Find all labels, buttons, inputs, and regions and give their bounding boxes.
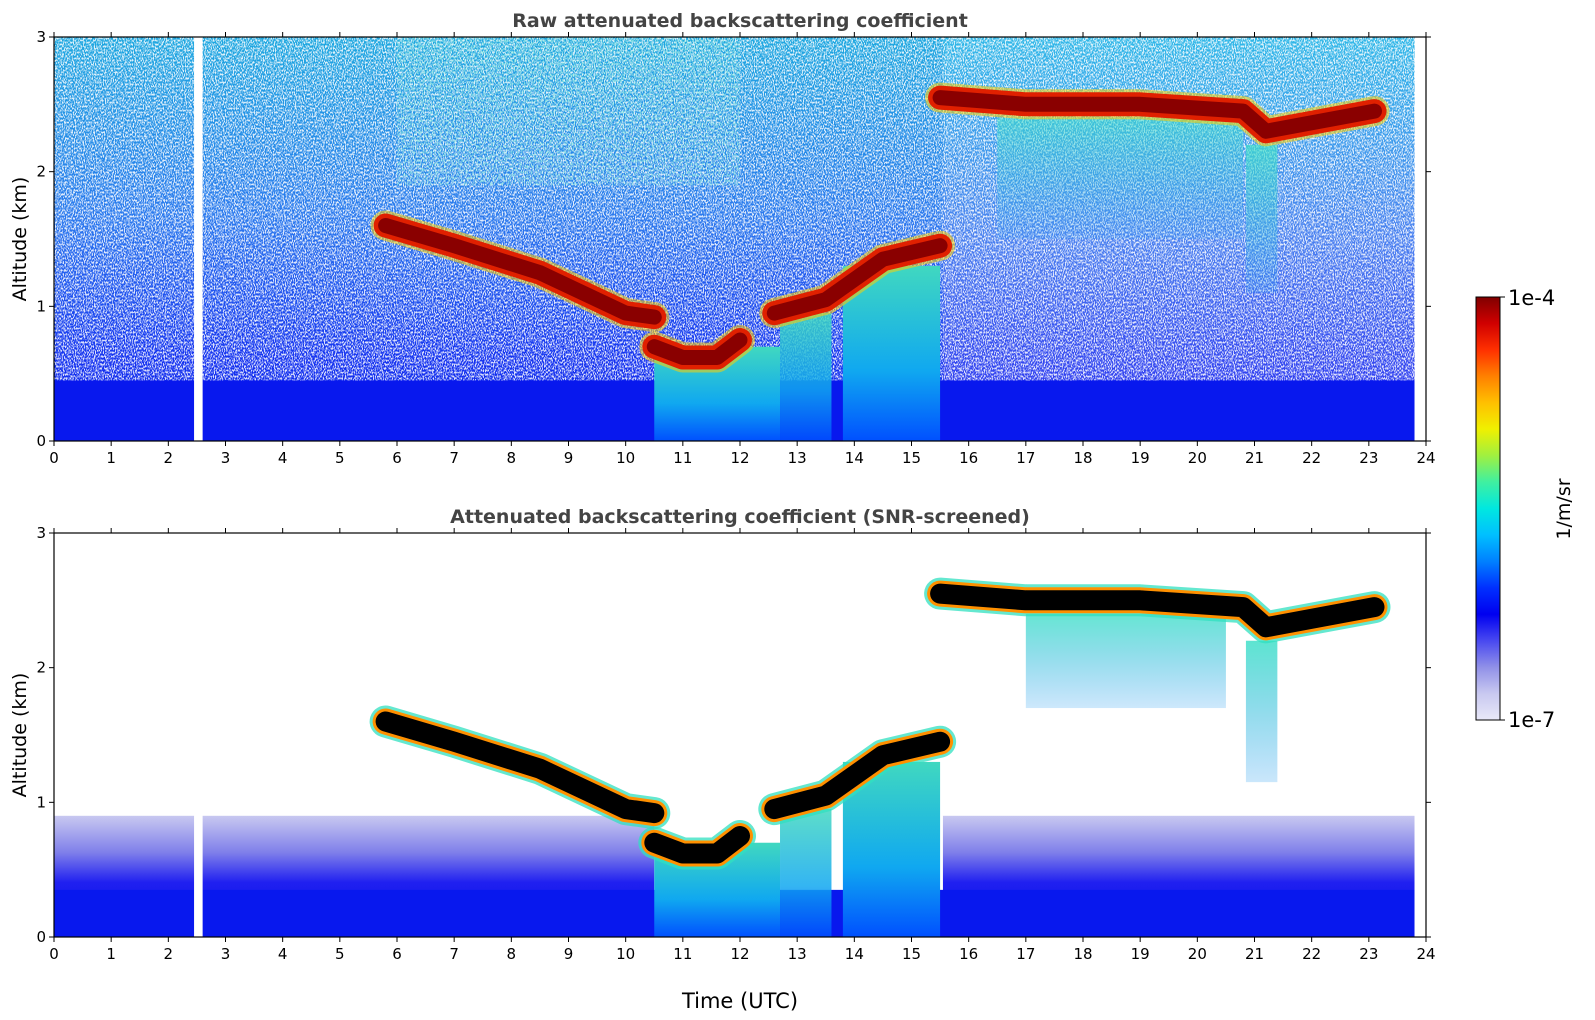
x-tick-label: 13 [788,449,807,467]
x-tick-label: 8 [507,449,517,467]
x-tick-label: 12 [730,945,749,963]
x-tick-label: 18 [1073,449,1092,467]
x-tick-label: 19 [1131,449,1150,467]
y-tick-label: 1 [36,793,46,811]
x-tick-label: 3 [221,945,231,963]
screened-cloud-layers [369,577,1391,870]
x-tick-label: 18 [1073,945,1092,963]
x-tick-label: 12 [730,449,749,467]
raw-precip-b [780,313,832,441]
raw-virga-b [1245,144,1278,293]
screened-panel: Attenuated backscattering coefficient (S… [9,506,1436,1013]
x-tick-label: 19 [1131,945,1150,963]
x-tick-label: 22 [1302,945,1321,963]
raw-low-layer-core [646,332,748,365]
raw-panel: Raw attenuated backscattering coefficien… [9,10,1436,467]
x-tick-label: 0 [49,449,59,467]
raw-noise-aerosol [397,37,740,186]
x-tick-label: 21 [1245,449,1264,467]
x-axis-label: Time (UTC) [681,989,798,1013]
x-tick-label: 11 [673,945,692,963]
screened-ylabel: Altitude (km) [9,673,31,798]
x-tick-label: 1 [106,945,116,963]
x-tick-label: 8 [507,945,517,963]
y-tick-label: 2 [36,659,46,677]
y-tick-label: 0 [36,928,46,946]
x-tick-label: 15 [902,945,921,963]
raw-y-axis: 0 1 2 3 [36,28,1431,450]
x-tick-label: 10 [616,945,635,963]
screened-panel-title: Attenuated backscattering coefficient (S… [450,506,1030,528]
screened-descending-layer-core [375,711,665,824]
y-tick-label: 2 [36,163,46,181]
x-tick-label: 22 [1302,449,1321,467]
x-tick-label: 23 [1359,449,1378,467]
raw-precip-c [842,265,941,441]
x-tick-label: 6 [392,945,402,963]
raw-descending-layer-core [378,218,662,325]
x-tick-label: 4 [278,449,288,467]
raw-cloud-layers [370,82,1390,373]
x-tick-label: 24 [1416,449,1435,467]
raw-rising-layer-core [766,238,948,321]
colorbar-min-label: 1e-7 [1508,708,1555,732]
colorbar-unit-label: 1/m/sr [1553,478,1575,539]
screened-data-end [1414,533,1426,937]
x-tick-label: 7 [449,449,459,467]
x-tick-label: 10 [616,449,635,467]
screened-virga-b [1245,640,1278,783]
y-tick-label: 3 [36,524,46,542]
x-tick-label: 16 [959,945,978,963]
x-tick-label: 13 [788,945,807,963]
x-tick-label: 1 [106,449,116,467]
x-tick-label: 24 [1416,945,1435,963]
x-tick-label: 9 [564,945,574,963]
y-tick-label: 3 [36,28,46,46]
screened-precip-b [780,809,832,937]
x-tick-label: 6 [392,449,402,467]
x-tick-label: 9 [564,449,574,467]
colorbar-scale [1475,296,1501,721]
x-tick-label: 17 [1016,945,1035,963]
y-tick-label: 1 [36,297,46,315]
raw-x-axis: 0 1 2 3 4 5 6 7 8 9 10 11 12 13 14 15 16 17 18 19 20 21 22 23 24 [49,32,1436,467]
x-tick-label: 2 [164,945,174,963]
raw-panel-title: Raw attenuated backscattering coefficien… [512,10,968,32]
screened-rising-layer-core [764,731,951,820]
screened-y-axis: 0 1 2 3 [36,524,1431,946]
raw-upper-layer-core [932,90,1382,139]
raw-data-end [1414,37,1426,441]
x-tick-label: 11 [673,449,692,467]
x-tick-label: 23 [1359,945,1378,963]
x-tick-label: 3 [221,449,231,467]
x-tick-label: 16 [959,449,978,467]
colorbar-max-label: 1e-4 [1508,286,1555,310]
screened-upper-layer-core [930,583,1385,638]
x-tick-label: 5 [335,449,345,467]
screened-low-layer-core [644,826,750,864]
raw-ylabel: Altitude (km) [9,177,31,302]
x-tick-label: 7 [449,945,459,963]
screened-data-gap [194,533,203,937]
x-tick-label: 15 [902,449,921,467]
screened-x-axis: 0 1 2 3 4 5 6 7 8 9 10 11 12 13 14 15 16 17 18 19 20 21 22 23 24 [49,528,1436,963]
x-tick-label: 14 [845,449,864,467]
screened-heatmap [54,533,1426,937]
x-tick-label: 20 [1188,449,1207,467]
colorbar: 1e-4 1e-7 1/m/sr [1475,286,1575,732]
x-tick-label: 2 [164,449,174,467]
x-tick-label: 17 [1016,449,1035,467]
y-tick-label: 0 [36,432,46,450]
x-tick-label: 0 [49,945,59,963]
x-tick-label: 4 [278,945,288,963]
x-tick-label: 14 [845,945,864,963]
x-tick-label: 20 [1188,945,1207,963]
screened-virga-a [1025,613,1226,709]
x-tick-label: 5 [335,945,345,963]
raw-data-gap [194,37,203,441]
raw-virga-a [997,117,1244,239]
x-tick-label: 21 [1245,945,1264,963]
raw-heatmap [54,37,1426,441]
